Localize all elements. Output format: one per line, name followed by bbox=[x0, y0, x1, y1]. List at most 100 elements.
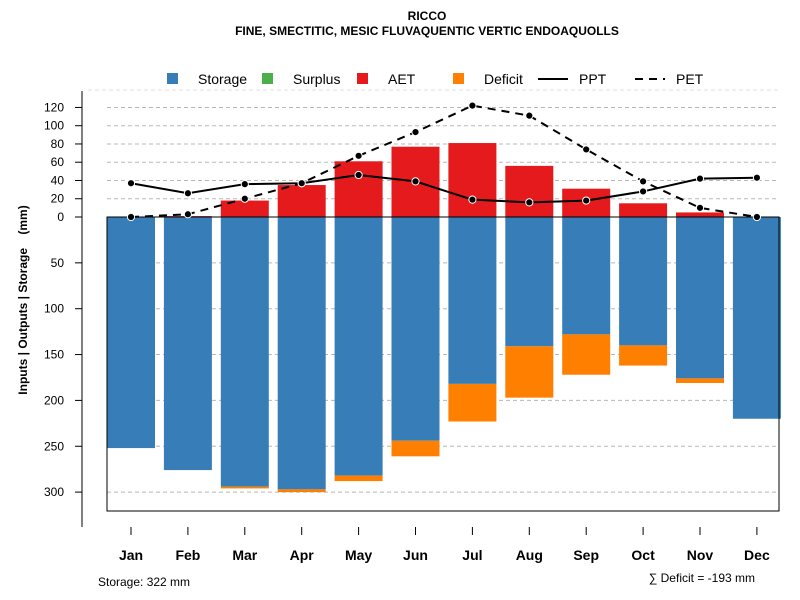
chart-subtitle: FINE, SMECTITIC, MESIC FLUVAQUENTIC VERT… bbox=[235, 24, 619, 38]
aet-bars bbox=[163, 143, 724, 217]
ppt-point bbox=[468, 195, 477, 204]
x-tick-label: Sep bbox=[573, 547, 599, 563]
legend-label-ppt: PPT bbox=[579, 71, 607, 87]
deficit-bars bbox=[220, 334, 724, 493]
ppt-point bbox=[582, 196, 591, 205]
y-tick-label: 250 bbox=[44, 439, 64, 453]
aet-bar bbox=[334, 161, 383, 217]
pet-point bbox=[695, 203, 705, 212]
x-tick-label: Dec bbox=[744, 547, 770, 563]
deficit-annotation: ∑ Deficit = -193 mm bbox=[649, 571, 755, 585]
pet-point bbox=[126, 212, 136, 222]
pet-point bbox=[240, 194, 249, 203]
y-tick-label: 40 bbox=[51, 173, 65, 187]
deficit-bar bbox=[676, 378, 724, 383]
pet-line bbox=[130, 104, 758, 218]
pet-point bbox=[354, 151, 363, 160]
y-axis-label: Inputs | Outputs | Storage (mm) bbox=[16, 205, 30, 394]
aet-bar bbox=[676, 212, 724, 217]
deficit-bar bbox=[391, 440, 440, 457]
aet-bar bbox=[505, 165, 554, 217]
storage-bars bbox=[107, 217, 781, 490]
x-tick-label: Jun bbox=[403, 547, 428, 563]
x-tick-label: Apr bbox=[290, 547, 315, 563]
x-tick-label: Nov bbox=[687, 547, 714, 563]
legend-swatch-aet bbox=[357, 73, 368, 84]
ppt-point bbox=[297, 179, 306, 188]
ppt-line bbox=[130, 173, 757, 204]
lower-panel-box bbox=[106, 216, 780, 512]
storage-bar bbox=[676, 217, 724, 379]
y-tick-label: 60 bbox=[51, 155, 65, 169]
pet-point bbox=[525, 111, 534, 120]
legend-swatch-deficit bbox=[453, 73, 464, 84]
storage-bar bbox=[391, 217, 440, 441]
x-tick-label: Mar bbox=[232, 547, 257, 563]
deficit-bar bbox=[334, 475, 383, 482]
y-tick-label: 50 bbox=[51, 256, 65, 270]
legend-label-storage: Storage bbox=[198, 71, 247, 87]
y-tick-label: 20 bbox=[51, 192, 65, 206]
deficit-bar bbox=[448, 383, 497, 422]
x-tick-label: Jan bbox=[119, 547, 143, 563]
storage-bar bbox=[562, 217, 611, 335]
storage-annotation: Storage: 322 mm bbox=[98, 575, 190, 589]
y-tick-label: 80 bbox=[51, 137, 65, 151]
legend-label-deficit: Deficit bbox=[484, 71, 523, 87]
deficit-bar bbox=[562, 334, 611, 375]
deficit-bar bbox=[505, 346, 554, 398]
y-tick-label: 100 bbox=[44, 119, 64, 133]
axes: 0 20 40 60 80 100 120 50 100 150 200 250 300 Jan Feb Ma… bbox=[44, 91, 770, 563]
ppt-point bbox=[354, 170, 363, 180]
y-tick-label: 0 bbox=[57, 210, 64, 224]
chart-title: RICCO bbox=[408, 9, 447, 23]
pet-point bbox=[639, 177, 648, 186]
ppt-point bbox=[240, 180, 249, 189]
ppt-pet-lines bbox=[126, 101, 762, 222]
deficit-bar bbox=[220, 486, 269, 489]
legend: Storage Surplus AET Deficit PPT PET bbox=[88, 71, 780, 91]
storage-bar bbox=[448, 217, 497, 384]
y-tick-label: 150 bbox=[44, 348, 64, 362]
aet-bar bbox=[220, 200, 269, 217]
ppt-point bbox=[752, 173, 762, 182]
pet-point bbox=[582, 145, 591, 154]
y-tick-label: 120 bbox=[44, 100, 64, 114]
pet-point bbox=[752, 212, 762, 222]
legend-label-pet: PET bbox=[676, 71, 704, 87]
ppt-point bbox=[183, 189, 192, 198]
x-tick-label: Aug bbox=[516, 547, 543, 563]
ppt-point bbox=[525, 198, 534, 207]
ppt-point bbox=[411, 177, 420, 186]
y-tick-label: 200 bbox=[44, 393, 64, 407]
legend-swatch-storage bbox=[167, 73, 178, 84]
legend-label-surplus: Surplus bbox=[293, 71, 340, 87]
storage-bar bbox=[163, 217, 212, 471]
deficit-bar bbox=[277, 489, 326, 493]
legend-label-aet: AET bbox=[388, 71, 416, 87]
x-tick-label: Jul bbox=[462, 547, 482, 563]
storage-bar bbox=[732, 217, 781, 419]
storage-bar bbox=[277, 217, 326, 490]
aet-bar bbox=[277, 185, 326, 217]
x-tick-label: Oct bbox=[631, 547, 655, 563]
pet-point bbox=[468, 101, 477, 110]
storage-bar bbox=[107, 217, 155, 449]
deficit-bar bbox=[619, 345, 668, 366]
ppt-point bbox=[639, 187, 648, 196]
storage-bar bbox=[619, 217, 668, 346]
storage-bar bbox=[505, 217, 554, 347]
pet-point bbox=[183, 210, 192, 219]
gridlines bbox=[107, 106, 779, 493]
storage-bar bbox=[220, 217, 269, 487]
x-tick-label: Feb bbox=[175, 547, 200, 563]
aet-bar bbox=[448, 143, 497, 217]
storage-bar bbox=[334, 217, 383, 476]
y-tick-label: 100 bbox=[44, 302, 64, 316]
legend-swatch-surplus bbox=[262, 73, 273, 84]
x-tick-label: May bbox=[345, 547, 372, 563]
y-tick-label: 300 bbox=[44, 485, 64, 499]
ppt-point bbox=[126, 179, 136, 188]
aet-bar bbox=[619, 203, 668, 217]
